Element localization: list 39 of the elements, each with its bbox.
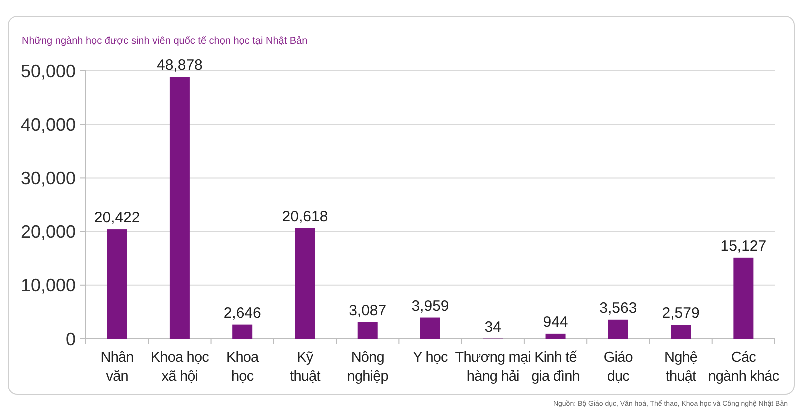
data-label: 2,646 bbox=[224, 304, 262, 322]
data-label: 944 bbox=[543, 314, 568, 331]
bar bbox=[295, 228, 316, 339]
chart-title: Những ngành học được sinh viên quốc tế chọn học tại Nhật Bản bbox=[22, 36, 308, 47]
data-label: 20,422 bbox=[94, 210, 140, 227]
data-label: 34 bbox=[484, 318, 502, 336]
x-tick-label: Nghệ thuật bbox=[664, 350, 698, 385]
x-tick-label: Thương mại hàng hải bbox=[455, 350, 532, 385]
x-tick-label: Khoa học xã hội bbox=[150, 350, 210, 385]
x-tick-label: Các ngành khác bbox=[708, 350, 780, 385]
x-tick-label: Kỹ thuật bbox=[290, 350, 321, 385]
data-label: 3,563 bbox=[600, 300, 638, 317]
bar bbox=[734, 258, 754, 339]
x-tick-label: Nông nghiệp bbox=[347, 350, 389, 385]
bar bbox=[420, 318, 440, 339]
data-label: 48,878 bbox=[157, 57, 203, 74]
y-tick-label: 10,000 bbox=[20, 276, 76, 296]
y-tick-label: 40,000 bbox=[20, 114, 76, 135]
bar bbox=[546, 334, 566, 339]
data-label: 2,579 bbox=[662, 305, 700, 322]
bar bbox=[671, 325, 692, 339]
bar bbox=[608, 320, 628, 339]
bar bbox=[358, 322, 378, 339]
y-tick-label: 50,000 bbox=[20, 61, 76, 82]
data-label: 20,618 bbox=[282, 208, 328, 226]
y-tick-label: 20,000 bbox=[20, 222, 76, 242]
bar bbox=[107, 230, 128, 339]
data-label: 15,127 bbox=[720, 238, 767, 255]
data-label: 3,087 bbox=[349, 302, 387, 320]
y-tick-label: 0 bbox=[66, 329, 76, 350]
x-tick-label: Kinh tế gia đình bbox=[532, 350, 580, 385]
x-tick-label: Nhân văn bbox=[100, 350, 134, 385]
x-tick-label: Khoa học bbox=[226, 350, 260, 385]
x-tick-label: Y học bbox=[413, 350, 448, 366]
bar bbox=[170, 77, 190, 339]
y-tick-label: 30,000 bbox=[20, 168, 76, 188]
x-tick-label: Giáo dục bbox=[604, 350, 634, 385]
bar bbox=[232, 324, 253, 339]
data-label: 3,959 bbox=[412, 298, 450, 315]
